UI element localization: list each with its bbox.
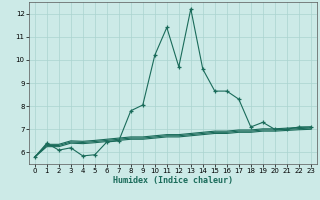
X-axis label: Humidex (Indice chaleur): Humidex (Indice chaleur): [113, 176, 233, 185]
